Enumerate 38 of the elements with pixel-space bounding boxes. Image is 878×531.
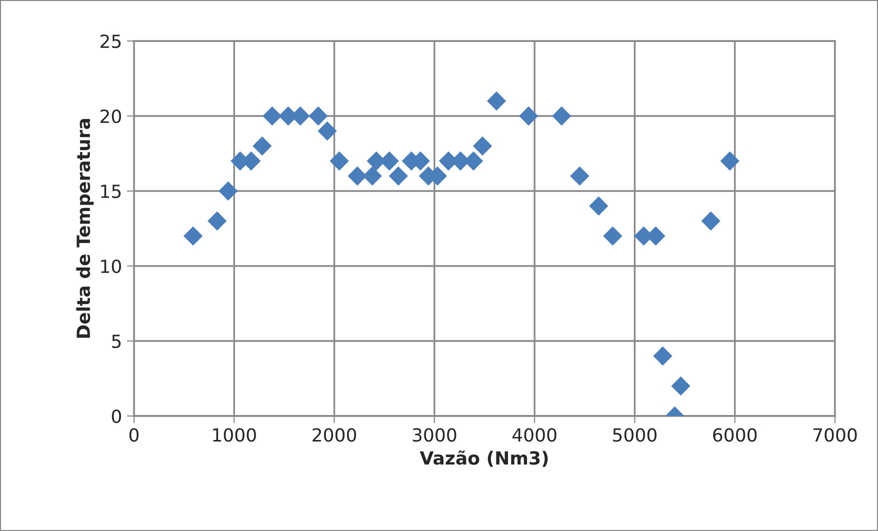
- point: [701, 211, 720, 231]
- x-tick-label: 4000: [512, 428, 556, 442]
- point: [472, 136, 492, 156]
- y-tick-label: 25: [100, 34, 121, 48]
- x-tick-label: 3000: [412, 428, 456, 442]
- point: [720, 151, 740, 171]
- y-tick-label: 10: [101, 259, 121, 274]
- point: [589, 196, 608, 216]
- x-tick-label: 6000: [713, 428, 757, 442]
- point: [348, 166, 367, 186]
- y-tick-label: 5: [112, 334, 121, 348]
- point: [330, 151, 349, 171]
- x-tick-label: 7000: [814, 428, 857, 442]
- x-tick-label: 0: [129, 428, 139, 442]
- point: [552, 106, 572, 126]
- point: [486, 91, 506, 111]
- y-tick-label: 0: [112, 409, 121, 424]
- point: [603, 226, 622, 246]
- point: [570, 166, 590, 186]
- point: [518, 106, 538, 126]
- y-axis-title: Delta de Temperatura: [76, 119, 94, 338]
- x-tick-label: 1000: [213, 428, 256, 442]
- point: [308, 106, 328, 126]
- x-tick-label: 2000: [312, 428, 356, 442]
- point: [362, 166, 382, 186]
- y-tick-label: 15: [101, 184, 121, 198]
- point: [208, 211, 227, 231]
- point: [653, 346, 672, 366]
- point: [671, 376, 690, 396]
- point: [184, 226, 203, 246]
- point: [318, 121, 337, 141]
- point: [388, 166, 408, 186]
- x-tick-label: 5000: [613, 428, 656, 442]
- point: [252, 136, 272, 156]
- point: [218, 181, 238, 201]
- point: [262, 106, 282, 126]
- x-axis-title: Vazão (Nm3): [420, 450, 548, 467]
- y-tick-label: 20: [100, 109, 121, 124]
